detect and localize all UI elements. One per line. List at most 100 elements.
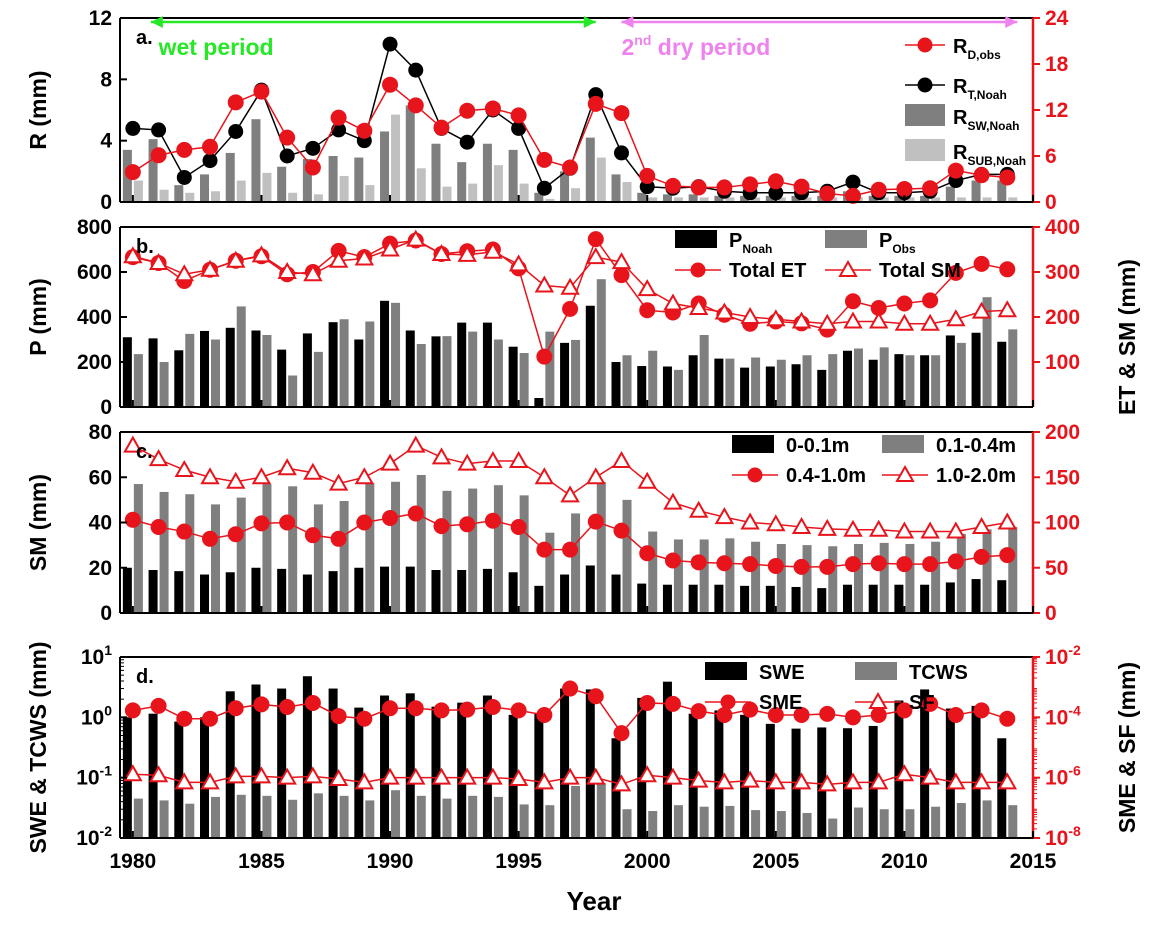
bar-p-obs xyxy=(442,336,452,407)
point-sf xyxy=(303,766,323,784)
legend-swatch xyxy=(882,435,924,453)
point-total-sm xyxy=(766,309,786,327)
legend-marker xyxy=(868,691,888,709)
bar-0-0-1m xyxy=(122,567,132,613)
legend-label: RD,obs xyxy=(953,36,1001,62)
right-tick-label: 100 xyxy=(1045,351,1080,374)
point-sme xyxy=(639,694,656,711)
period-arrowhead xyxy=(621,16,634,28)
point-sf xyxy=(226,766,246,784)
point-1-0-2-0m xyxy=(148,449,169,467)
point-sme xyxy=(202,710,219,727)
bar-p-noah xyxy=(765,366,775,407)
point-total-et xyxy=(973,255,990,272)
point-sf xyxy=(123,764,143,782)
bar-r-sw-noah xyxy=(560,171,570,202)
bar-p-noah xyxy=(251,330,261,407)
bar-r-sub-noah xyxy=(982,197,992,202)
point-sf xyxy=(920,767,940,785)
bar-r-sub-noah xyxy=(622,182,632,202)
legend-label: SF xyxy=(909,692,935,714)
legend-label: 0-0.1m xyxy=(786,435,849,457)
bar-p-noah xyxy=(714,358,724,407)
bar-r-sw-noah xyxy=(920,195,930,202)
bar-r-sw-noah xyxy=(174,185,184,202)
point-1-0-2-0m xyxy=(843,519,863,537)
point-0-4-1-0m xyxy=(330,530,347,547)
period-arrowhead xyxy=(150,16,163,28)
right-tick-label: 50 xyxy=(1045,557,1068,580)
bar-swe xyxy=(508,714,518,838)
bar-r-sw-noah xyxy=(740,195,750,202)
point-total-sm xyxy=(611,252,632,270)
bar-p-noah xyxy=(662,366,672,407)
bar-0-1-0-4m xyxy=(185,494,195,613)
bar-p-obs xyxy=(751,357,761,407)
left-tick-label: 12 xyxy=(89,7,112,30)
legend-label: RSUB,Noah xyxy=(953,142,1026,168)
point-total-sm xyxy=(380,239,400,257)
point-r-d-obs xyxy=(433,119,450,136)
bar-p-obs xyxy=(159,362,169,407)
point-0-4-1-0m xyxy=(536,541,553,558)
bar-0-1-0-4m xyxy=(339,501,349,613)
left-tick-label: 4 xyxy=(100,130,112,153)
bar-0-0-1m xyxy=(945,582,955,613)
point-total-et xyxy=(639,302,656,319)
point-sf xyxy=(508,769,529,787)
bar-0-1-0-4m xyxy=(442,490,452,613)
bar-0-1-0-4m xyxy=(545,532,555,613)
bar-r-sw-noah xyxy=(482,143,492,202)
bar-tcws xyxy=(956,803,966,838)
bar-tcws xyxy=(211,796,221,838)
point-total-sm xyxy=(123,246,143,264)
panel-letter: d. xyxy=(136,666,154,688)
point-1-0-2-0m xyxy=(688,500,709,518)
right-tick-label: 200 xyxy=(1045,421,1080,444)
bar-0-0-1m xyxy=(868,584,878,613)
point-r-d-obs xyxy=(382,76,399,93)
point-total-sm xyxy=(894,313,915,331)
point-0-4-1-0m xyxy=(304,527,321,544)
period-arrowhead xyxy=(583,16,596,28)
point-0-4-1-0m xyxy=(202,530,219,547)
point-total-sm xyxy=(997,300,1018,318)
right-tick-label: 10-2 xyxy=(1045,642,1081,669)
point-r-d-obs xyxy=(356,122,373,139)
point-r-d-obs xyxy=(819,185,836,202)
left-tick-label: 0 xyxy=(100,396,112,419)
point-total-sm xyxy=(148,252,169,270)
point-total-et xyxy=(844,293,861,310)
bar-0-0-1m xyxy=(920,584,930,613)
bar-r-sub-noah xyxy=(519,183,529,202)
bar-swe xyxy=(431,706,441,838)
bar-swe xyxy=(225,691,235,838)
right-tick-label: 6 xyxy=(1045,145,1057,168)
point-sf xyxy=(277,767,297,785)
point-sme xyxy=(819,705,836,722)
point-r-t-noah xyxy=(202,153,218,169)
right-tick-label: 10-8 xyxy=(1045,823,1081,850)
bar-r-sw-noah xyxy=(714,195,724,202)
point-total-sm xyxy=(714,302,735,320)
bar-0-1-0-4m xyxy=(905,543,915,613)
bar-p-obs xyxy=(622,355,632,407)
bar-p-obs xyxy=(853,348,863,407)
bar-0-1-0-4m xyxy=(802,545,812,613)
panel-letter: a. xyxy=(136,27,153,49)
point-sme xyxy=(150,697,167,714)
point-r-d-obs xyxy=(947,162,964,179)
bar-0-1-0-4m xyxy=(648,531,658,613)
bar-p-obs xyxy=(519,353,529,407)
bar-0-0-1m xyxy=(277,568,287,613)
point-total-et xyxy=(562,300,579,317)
bar-r-sub-noah xyxy=(365,185,375,202)
bar-p-obs xyxy=(879,347,889,407)
bar-r-sub-noah xyxy=(442,186,452,202)
period-label: wet period xyxy=(158,34,274,60)
bar-swe xyxy=(740,714,750,838)
y-axis-label: SWE & TCWS (mm) xyxy=(25,641,51,853)
point-total-sm xyxy=(277,261,297,279)
point-r-t-noah xyxy=(614,145,630,161)
point-total-sm xyxy=(431,243,452,261)
